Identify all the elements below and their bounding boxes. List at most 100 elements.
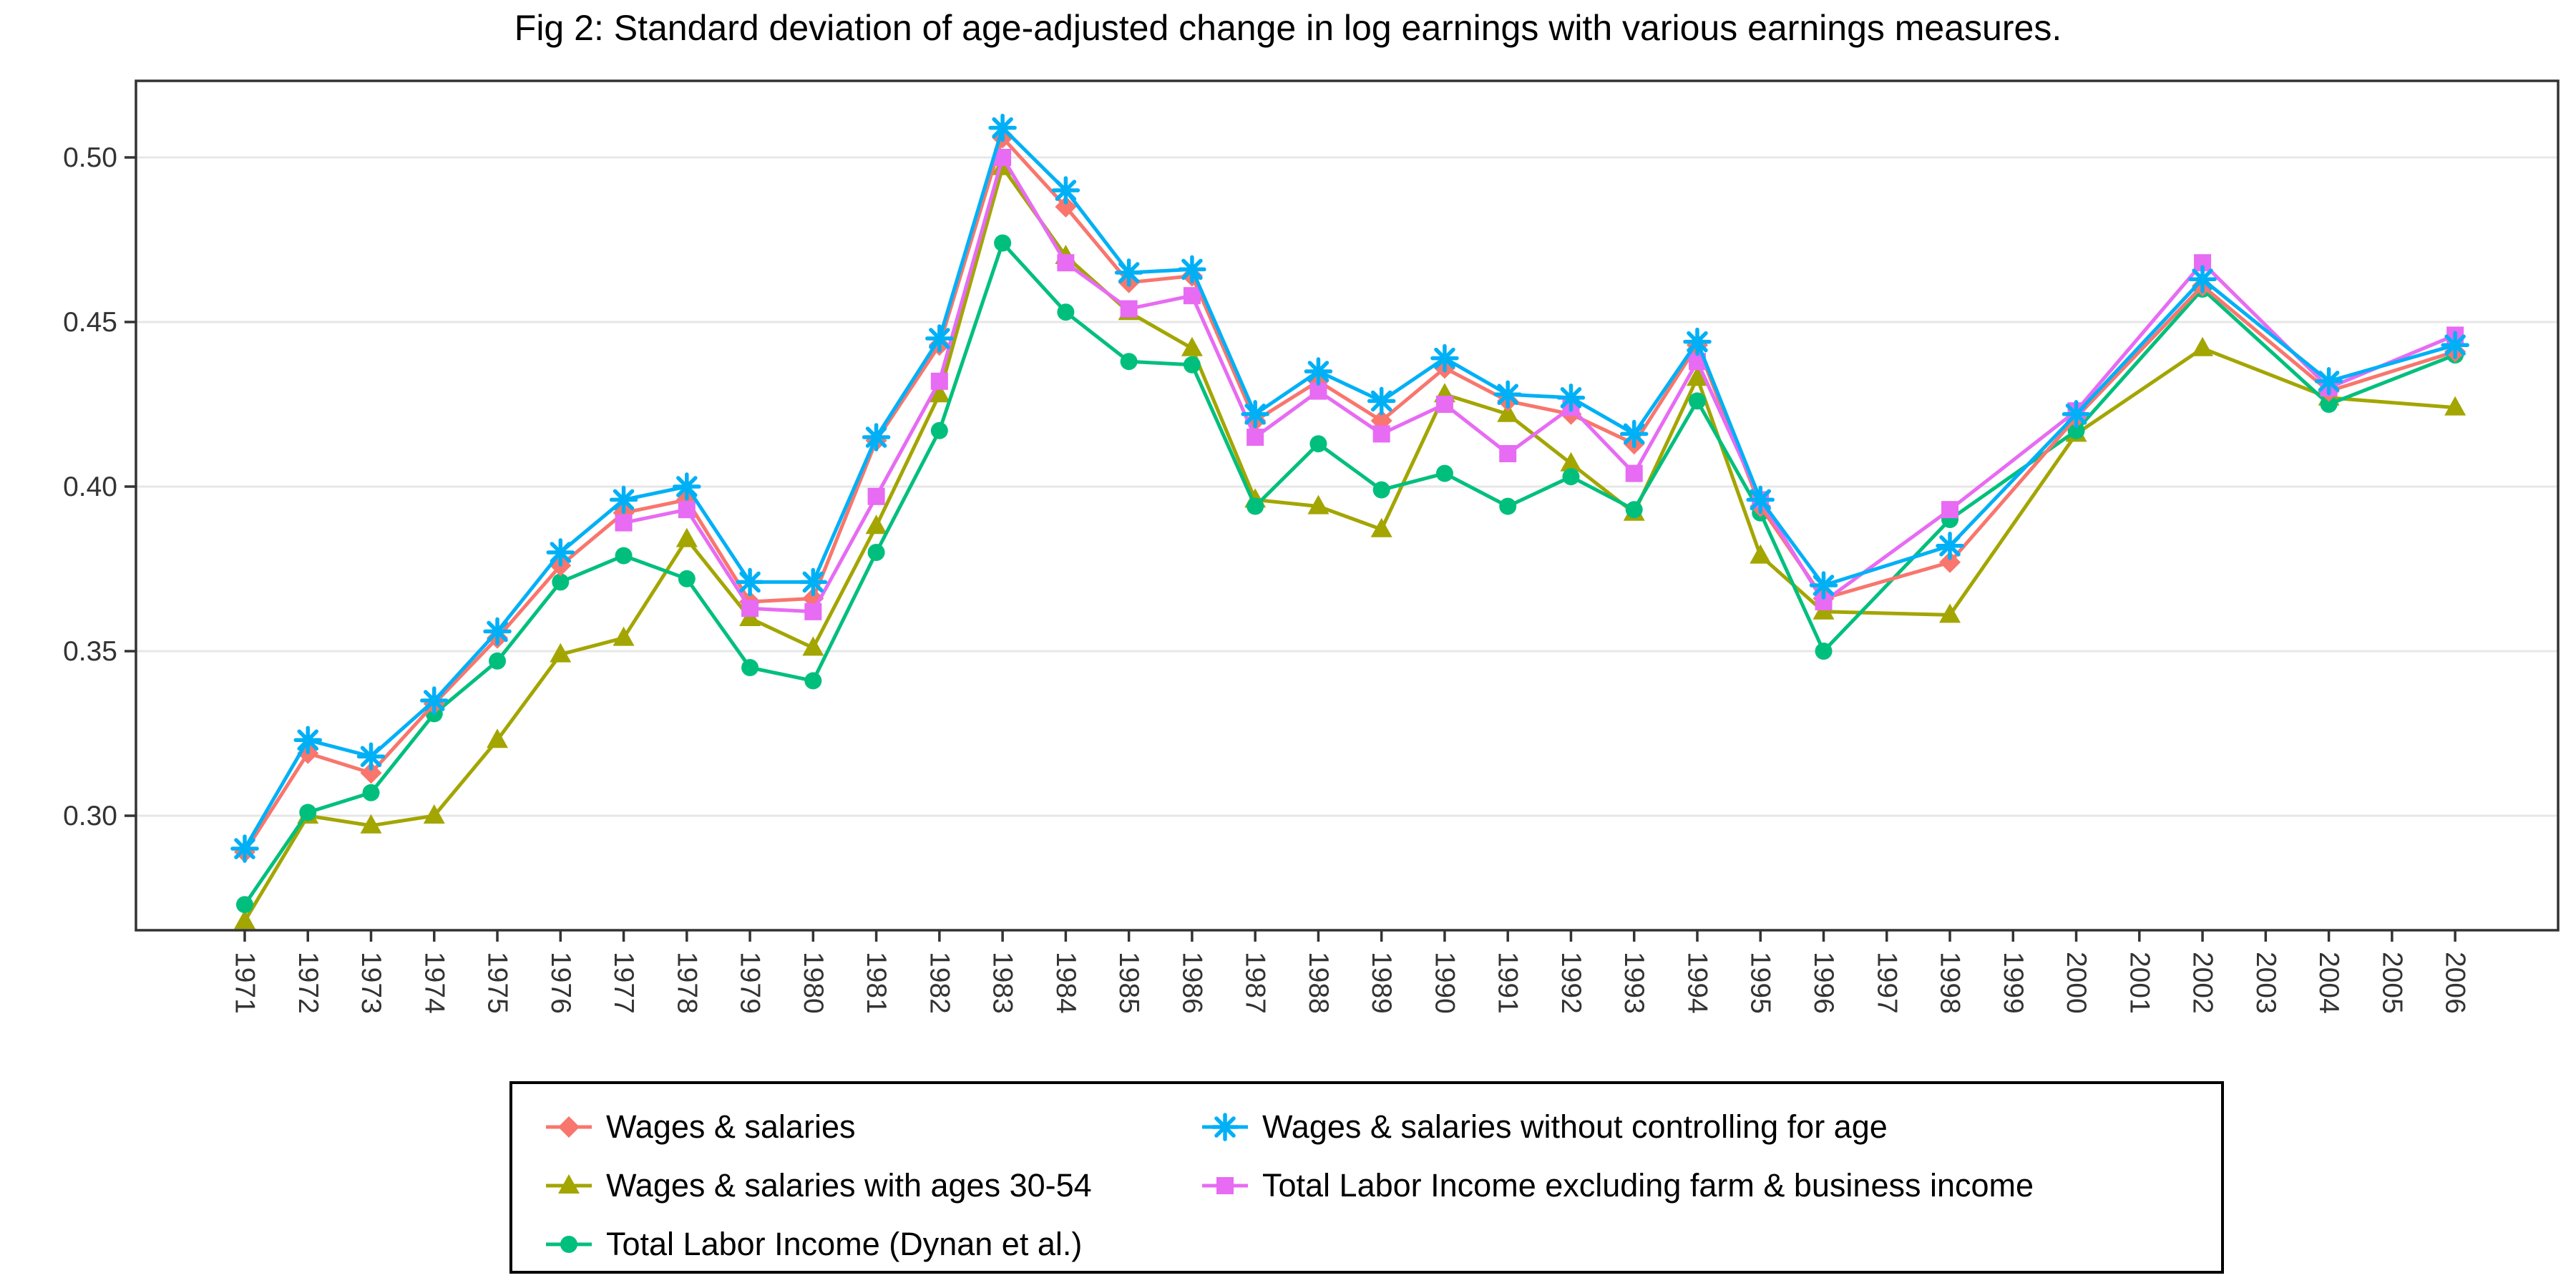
series-2-point (1815, 643, 1833, 660)
x-tick-label: 1997 (1871, 952, 1902, 1014)
series-1-point (2444, 396, 2467, 416)
series-2-point (741, 659, 759, 676)
series-1-point (1750, 544, 1772, 564)
series-3-point (925, 324, 954, 353)
series-4-point (1499, 445, 1517, 462)
x-tick-label: 1993 (1619, 952, 1649, 1014)
panel-border (135, 79, 2560, 932)
y-tick-label: 0.35 (63, 636, 117, 667)
legend-label: Wages & salaries without controlling for… (1262, 1108, 1888, 1145)
series-1-point (1181, 336, 1203, 356)
series-4-point (615, 514, 633, 532)
x-tick-label: 2006 (2440, 952, 2471, 1014)
series-2-point (678, 570, 696, 587)
y-tick-label: 0.40 (63, 472, 117, 502)
legend-label: Wages & salaries with ages 30-54 (606, 1167, 1092, 1204)
series-3-point (483, 617, 512, 646)
chart-title: Fig 2: Standard deviation of age-adjuste… (514, 8, 2062, 48)
series-2-point (489, 652, 507, 670)
series-2-point (2067, 421, 2085, 439)
series-4-point (1435, 396, 1453, 413)
y-tick-label: 0.50 (63, 142, 117, 173)
series-3-point (1936, 532, 1964, 560)
series-4-point (867, 487, 885, 505)
legend-item: Wages & salaries (546, 1108, 855, 1145)
series-2-point (1435, 464, 1453, 482)
series-3-point (1556, 384, 1586, 412)
series-1-point (928, 383, 950, 403)
series-3-point (1304, 357, 1333, 386)
series-3-point (2314, 367, 2343, 396)
legend-key-square-icon (1216, 1177, 1234, 1194)
series-3-point (1178, 255, 1206, 284)
series-0-point (1055, 196, 1077, 218)
series-1-point (423, 804, 445, 824)
series-line-2 (243, 241, 2457, 906)
series-4-point (741, 600, 759, 618)
series-line-1 (243, 165, 2456, 922)
series-line-0 (243, 135, 2456, 853)
series-2-point (1057, 303, 1075, 321)
x-tick-label: 1992 (1556, 952, 1586, 1014)
series-3-point (1051, 176, 1080, 205)
series-2-point (994, 234, 1012, 252)
series-2-point (1183, 356, 1201, 374)
x-tick-label: 1994 (1682, 952, 1712, 1014)
x-tick-label: 1974 (419, 952, 449, 1014)
x-tick-label: 1973 (356, 952, 386, 1014)
series-1-point (613, 626, 635, 646)
series-4-point (1120, 300, 1138, 318)
series-2-point (362, 784, 380, 801)
y-tick-label: 0.45 (63, 307, 117, 338)
series-3-point (1809, 571, 1838, 600)
series-3-point (546, 538, 575, 567)
series-2-point (236, 896, 253, 914)
series-2-point (930, 421, 948, 439)
series-4-point (1246, 429, 1264, 446)
legend-item: Wages & salaries without controlling for… (1202, 1108, 1888, 1145)
x-tick-label: 1981 (861, 952, 892, 1014)
series-3-point (1241, 400, 1269, 429)
series-4-point (1372, 425, 1390, 443)
series-1-point (234, 909, 255, 930)
series-4-point (1057, 254, 1075, 272)
series-2-point (552, 573, 570, 591)
x-tick-label: 1986 (1176, 952, 1207, 1014)
legend-item: Total Labor Income (Dynan et al.) (546, 1226, 1082, 1262)
series-1-point (1497, 402, 1519, 422)
x-tick-label: 1982 (924, 952, 955, 1014)
series-3-point (609, 485, 638, 514)
series-3-point (2062, 400, 2091, 429)
series-1-point (487, 728, 509, 748)
x-tick-label: 1980 (798, 952, 829, 1014)
legend-label: Total Labor Income (Dynan et al.) (606, 1226, 1082, 1262)
x-tick-label: 2000 (2061, 952, 2092, 1014)
x-tick-label: 1975 (482, 952, 513, 1014)
series-3-point (1114, 258, 1143, 287)
x-tick-label: 1991 (1493, 952, 1523, 1014)
x-tick-label: 1990 (1429, 952, 1460, 1014)
series-1-point (360, 814, 382, 834)
series-1-point (865, 514, 887, 535)
series-3-point (1683, 327, 1712, 356)
x-tick-label: 2002 (2187, 952, 2218, 1014)
series-1-point (550, 643, 572, 663)
series-4-point (930, 372, 948, 390)
x-tick-label: 2005 (2376, 952, 2407, 1014)
series-2-point (2320, 396, 2338, 413)
series-2-point (1120, 353, 1138, 371)
series-2-point (1246, 497, 1264, 515)
x-tick-label: 1971 (230, 952, 260, 1014)
series-1-point (1560, 452, 1582, 472)
x-tick-label: 1998 (1935, 952, 1966, 1014)
series-4-point (1941, 501, 1959, 519)
series-2-point (615, 547, 633, 565)
series-2-point (1625, 501, 1643, 519)
legend-key-diamond-icon (558, 1116, 580, 1138)
series-2-point (1688, 392, 1706, 410)
x-tick-label: 1999 (1998, 952, 2029, 1014)
series-0-point (1939, 551, 1961, 573)
x-tick-label: 1985 (1113, 952, 1144, 1014)
